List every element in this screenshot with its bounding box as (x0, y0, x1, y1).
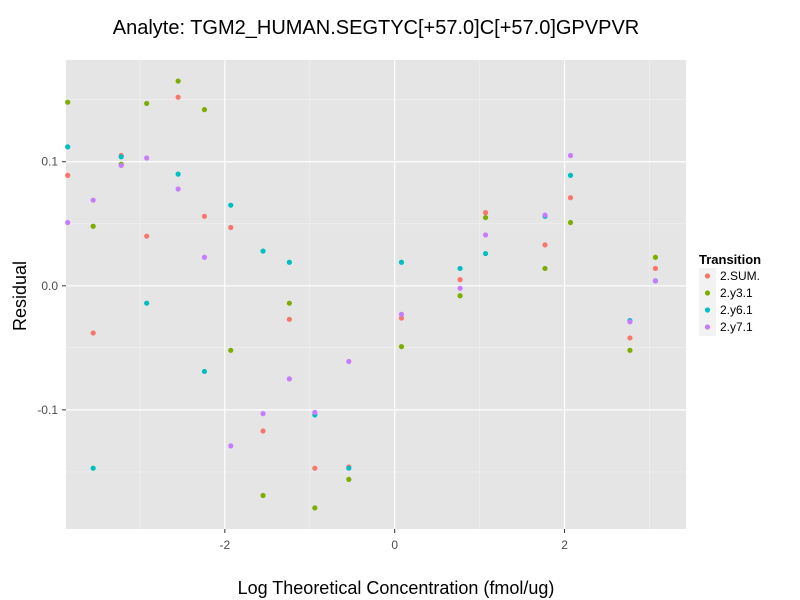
data-point (346, 476, 352, 482)
data-point (398, 311, 405, 317)
data-point (286, 376, 292, 382)
legend-label: 2.y6.1 (720, 303, 753, 317)
chart-title: Analyte: TGM2_HUMAN.SEGTYC[+57.0]C[+57.0… (113, 17, 640, 39)
x-axis-ticks: -2 0 2 (219, 529, 568, 552)
data-point (201, 368, 208, 375)
data-point (228, 443, 234, 449)
legend-label: 2.y7.1 (720, 320, 753, 334)
data-point (482, 250, 489, 257)
data-point (457, 293, 463, 299)
data-point (118, 154, 124, 160)
data-point (201, 213, 208, 219)
data-point (201, 107, 208, 113)
data-point (398, 315, 405, 321)
data-point (65, 99, 71, 105)
plot-panel (66, 60, 686, 529)
legend-key (704, 290, 711, 296)
x-tick-label: 0 (391, 538, 398, 552)
data-point (175, 78, 181, 84)
data-point (652, 278, 659, 284)
data-point (627, 335, 633, 341)
legend: Transition 2.SUM. 2.y3.1 2.y6.1 2.y7.1 (699, 252, 761, 336)
data-point (286, 259, 292, 265)
data-point (286, 300, 292, 306)
data-point (398, 259, 405, 265)
data-point (542, 212, 548, 218)
data-point (346, 358, 352, 365)
y-tick-label: 0.0 (41, 279, 58, 293)
x-tick-label: 2 (561, 538, 568, 552)
data-point (457, 265, 463, 272)
data-point (90, 197, 96, 203)
data-point (118, 162, 124, 169)
data-point (482, 214, 489, 221)
data-point (567, 172, 574, 178)
data-point (457, 285, 463, 291)
data-point (65, 144, 71, 150)
data-point (201, 254, 208, 260)
data-point (286, 316, 292, 322)
data-point (567, 152, 574, 159)
data-point (175, 186, 181, 192)
data-point (482, 232, 489, 238)
data-point (144, 100, 150, 107)
data-point (260, 248, 266, 254)
major-gridlines (66, 60, 686, 529)
legend-key (704, 324, 711, 330)
data-point (312, 505, 318, 511)
data-point (144, 300, 150, 306)
data-point (228, 202, 234, 208)
legend-key (704, 307, 711, 313)
legend-title: Transition (699, 252, 761, 267)
data-point (90, 330, 96, 336)
y-tick-label: 0.1 (41, 155, 58, 169)
data-point (542, 265, 548, 272)
data-point (627, 319, 633, 325)
data-point (228, 224, 234, 231)
data-point (90, 465, 96, 471)
y-axis-title: Residual (10, 261, 30, 331)
data-point (65, 172, 71, 178)
legend-key (704, 273, 711, 279)
data-point (90, 223, 96, 229)
data-point (627, 347, 633, 353)
x-tick-label: -2 (219, 538, 230, 552)
x-axis-title: Log Theoretical Concentration (fmol/ug) (238, 578, 555, 598)
data-point (482, 210, 489, 216)
data-point (567, 195, 574, 201)
data-point (144, 155, 150, 161)
data-point (228, 347, 234, 353)
legend-label: 2.SUM. (720, 269, 760, 283)
data-points (65, 78, 659, 511)
data-point (175, 171, 181, 177)
legend-items: 2.SUM. 2.y3.1 2.y6.1 2.y7.1 (699, 268, 760, 336)
data-point (175, 94, 181, 100)
data-point (457, 277, 463, 283)
data-point (260, 428, 266, 434)
y-axis-ticks: -0.1 0.0 0.1 (37, 155, 66, 417)
data-point (652, 254, 659, 260)
data-point (144, 233, 150, 239)
data-point (567, 219, 574, 226)
y-tick-label: -0.1 (37, 403, 58, 417)
legend-label: 2.y3.1 (720, 286, 753, 300)
data-point (312, 409, 318, 415)
minor-gridlines (66, 60, 686, 529)
data-point (312, 465, 318, 471)
data-point (260, 492, 266, 499)
data-point (260, 411, 266, 417)
data-point (542, 242, 548, 248)
data-point (65, 219, 71, 226)
data-point (398, 344, 405, 350)
data-point (652, 265, 659, 272)
data-point (346, 465, 352, 471)
